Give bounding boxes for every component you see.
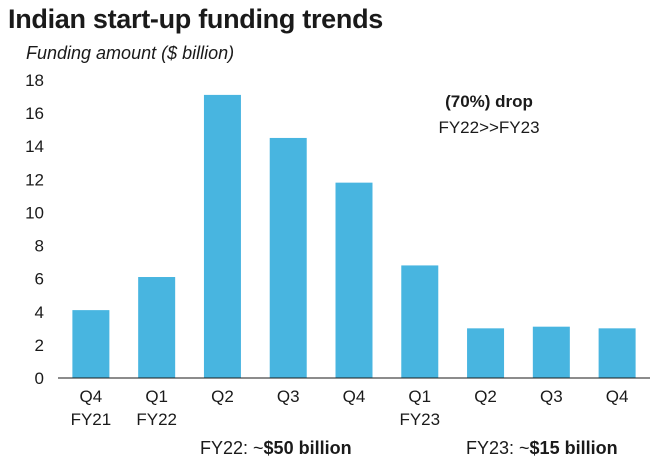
x-tick-label-quarter: Q3 [540,387,563,406]
y-tick-label: 0 [35,369,44,388]
x-tick-label-quarter: Q3 [277,387,300,406]
x-tick-label-quarter: Q2 [211,387,234,406]
fy23-total-value: $15 billion [529,438,618,458]
x-tick-label-quarter: Q4 [343,387,366,406]
bar [203,94,241,379]
y-tick-label: 12 [25,170,44,189]
fy22-total-prefix: FY22: ~ [200,438,264,458]
x-tick-label-fiscal-year: FY23 [399,410,440,429]
y-tick-label: 2 [35,336,44,355]
y-axis-ticks: 0 2 4 6 8 10 12 14 16 18 [25,71,44,388]
bars-group [72,94,636,379]
y-tick-label: 4 [35,303,44,322]
drop-period-annotation: FY22>>FY23 [438,118,539,137]
bar [401,265,439,378]
y-tick-label: 16 [25,104,44,123]
x-tick-label-quarter: Q2 [474,387,497,406]
y-tick-label: 6 [35,270,44,289]
chart-title: Indian start-up funding trends [8,4,383,34]
bar [532,326,570,378]
x-tick-label-quarter: Q4 [606,387,629,406]
y-axis-label: Funding amount ($ billion) [26,43,235,63]
bar [269,137,307,378]
x-tick-label-quarter: Q1 [408,387,431,406]
fy23-total-prefix: FY23: ~ [466,438,530,458]
y-tick-label: 14 [25,137,44,156]
y-tick-label: 18 [25,71,44,90]
bar [138,277,176,378]
bar [72,310,110,378]
bar [335,182,373,378]
y-tick-label: 10 [25,203,44,222]
fy22-total: FY22: ~$50 billion [200,438,352,459]
drop-annotation: (70%) drop [445,92,533,111]
x-tick-label-quarter: Q1 [145,387,168,406]
fy22-total-value: $50 billion [263,438,352,458]
fy23-total: FY23: ~$15 billion [466,438,618,459]
bar [467,328,505,378]
x-tick-label-fiscal-year: FY22 [136,410,177,429]
x-axis-labels: Q4 FY21 Q1 FY22 Q2 Q3 Q4 Q1 FY23 Q2 Q3 Q4 [71,387,629,429]
y-tick-label: 8 [35,237,44,256]
bar [598,328,636,378]
x-tick-label-fiscal-year: FY21 [71,410,112,429]
x-tick-label-quarter: Q4 [80,387,103,406]
